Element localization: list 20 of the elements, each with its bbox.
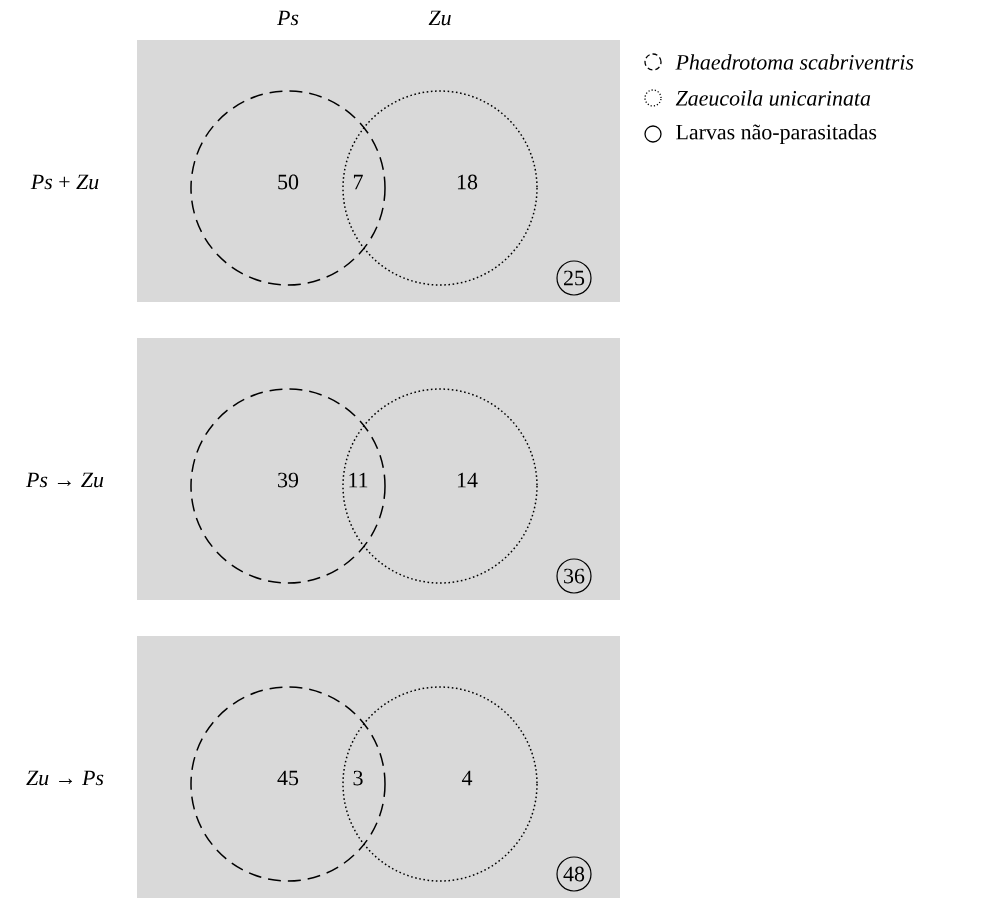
- text: Zaeucoila unicarinata: [675, 90, 871, 106]
- data-label: 36: [564, 568, 585, 584]
- text: Larvas não-parasitadas: [676, 124, 877, 144]
- data-label: 14: [457, 472, 478, 488]
- text: Ps: [276, 10, 299, 26]
- data-label: 3: [353, 770, 363, 786]
- data-label: 50: [278, 174, 299, 190]
- text: Ps + Zu: [30, 174, 99, 190]
- data-label: 45: [277, 770, 299, 786]
- data-label: 7: [353, 174, 363, 190]
- data-label: 48: [563, 866, 585, 882]
- data-label: 39: [278, 472, 299, 488]
- text: Phaedrotoma scabriventris: [675, 54, 914, 70]
- data-label: 4: [461, 770, 473, 786]
- text: Ps → Zu: [25, 472, 104, 488]
- text: Zu: [428, 10, 451, 26]
- data-label: 11: [349, 472, 368, 488]
- data-label: 18: [457, 174, 478, 190]
- data-label: 25: [564, 270, 585, 286]
- text: Zu → Ps: [26, 770, 104, 786]
